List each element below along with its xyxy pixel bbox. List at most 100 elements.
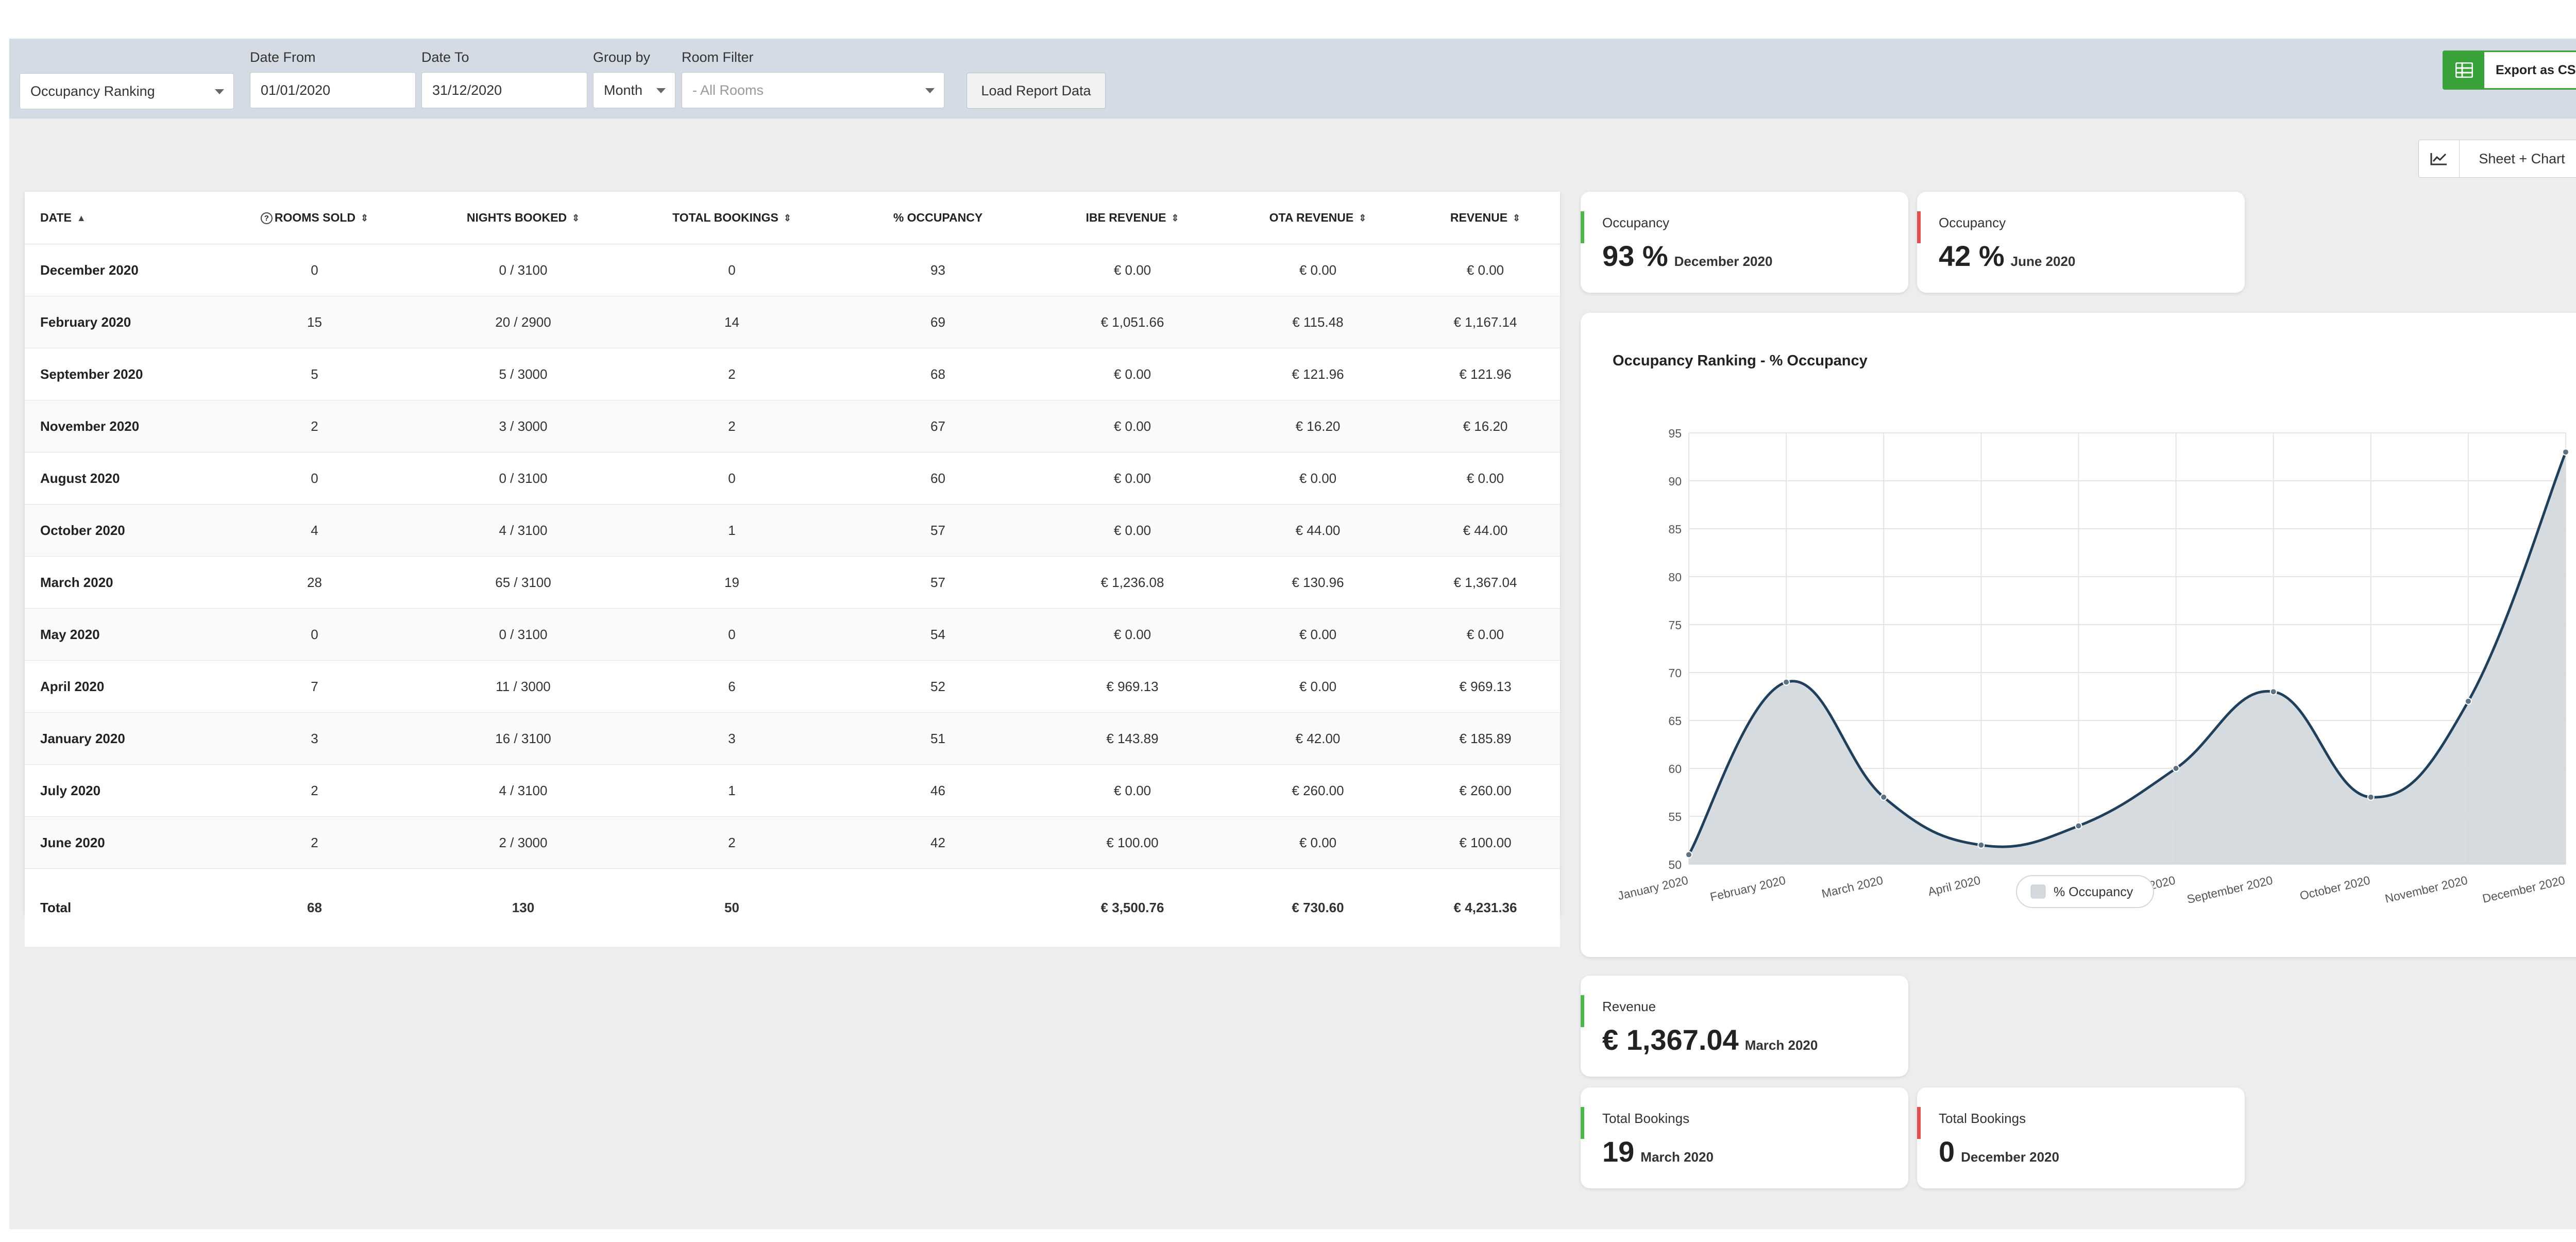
col-header-ibe-revenue[interactable]: IBE REVENUE ⇕ bbox=[1040, 192, 1225, 244]
col-header-total-bookings[interactable]: TOTAL BOOKINGS ⇕ bbox=[628, 192, 836, 244]
y-tick-label: 65 bbox=[1668, 714, 1682, 728]
row-date-cell: March 2020 bbox=[25, 556, 210, 609]
table-cell: € 44.00 bbox=[1411, 504, 1560, 557]
stat-value-line: 0 December 2020 bbox=[1939, 1135, 2059, 1168]
table-cell: 16 / 3100 bbox=[419, 712, 628, 765]
legend-pill[interactable] bbox=[2016, 875, 2154, 908]
stat-period: March 2020 bbox=[1744, 1037, 1818, 1053]
data-point[interactable] bbox=[2075, 822, 2082, 830]
table-cell: 3 bbox=[210, 712, 419, 765]
sort-icon[interactable]: ⇕ bbox=[1513, 213, 1521, 224]
table-cell: € 0.00 bbox=[1040, 608, 1225, 661]
table-cell: 60 bbox=[836, 452, 1040, 505]
table-cell: 0 bbox=[628, 244, 836, 296]
table-row: November 2020 2 3 / 3000 2 67 € 0.00 € 16.20 € … bbox=[25, 400, 1560, 452]
occupancy-area bbox=[1689, 452, 2566, 864]
data-point[interactable] bbox=[2464, 697, 2472, 705]
table-cell: € 1,236.08 bbox=[1040, 556, 1225, 609]
table-row: March 2020 28 65 / 3100 19 57 € 1,236.08 € 130… bbox=[25, 556, 1560, 609]
y-tick-label: 80 bbox=[1668, 570, 1682, 584]
view-mode-label[interactable]: Sheet + Chart bbox=[2479, 150, 2565, 166]
data-point[interactable] bbox=[1880, 793, 1888, 801]
col-header-nights-booked[interactable]: NIGHTS BOOKED ⇕ bbox=[419, 192, 628, 244]
group-by-value: Month bbox=[604, 82, 643, 98]
sort-icon[interactable]: ▲︎ bbox=[76, 213, 86, 224]
stat-accent-bar bbox=[1581, 211, 1584, 243]
view-switcher[interactable]: Sheet + Chart bbox=[2418, 140, 2576, 178]
sort-icon[interactable]: ⇕ bbox=[1359, 213, 1367, 224]
data-point[interactable] bbox=[1977, 841, 1985, 849]
sort-icon[interactable]: ⇕ bbox=[783, 213, 791, 224]
y-axis-ticks: 50 55 60 65 70 75 80 85 90 95 bbox=[1668, 427, 1682, 871]
table-cell: € 121.96 bbox=[1225, 348, 1411, 400]
stat-value-line: 93 % December 2020 bbox=[1602, 239, 1772, 273]
table-cell: € 143.89 bbox=[1040, 712, 1225, 765]
stat-period: June 2020 bbox=[2010, 254, 2076, 269]
data-point[interactable] bbox=[1783, 678, 1790, 686]
col-header-revenue[interactable]: REVENUE ⇕ bbox=[1411, 192, 1560, 244]
table-cell: 65 / 3100 bbox=[419, 556, 628, 609]
room-filter-placeholder: - All Rooms bbox=[692, 82, 764, 98]
row-date-cell: June 2020 bbox=[25, 816, 210, 869]
table-cell: € 969.13 bbox=[1411, 660, 1560, 713]
date-to-input[interactable]: 31/12/2020 bbox=[421, 72, 587, 108]
report-type-select[interactable]: Occupancy Ranking bbox=[20, 73, 234, 109]
stat-value-line: € 1,367.04 March 2020 bbox=[1602, 1023, 1818, 1056]
report-table: DATE ▲︎ ? ROOMS SOLD ⇕ NIGHTS BOOKED ⇕ TOTAL… bbox=[25, 192, 1560, 947]
row-date-cell: September 2020 bbox=[25, 348, 210, 400]
stat-title: Occupancy bbox=[1602, 215, 1670, 230]
y-tick-label: 90 bbox=[1668, 475, 1682, 488]
date-from-label: Date From bbox=[250, 49, 316, 65]
data-point[interactable] bbox=[2269, 688, 2277, 696]
col-header-ota-revenue[interactable]: OTA REVENUE ⇕ bbox=[1225, 192, 1411, 244]
col-header-label: ROOMS SOLD bbox=[274, 211, 356, 224]
table-cell: € 0.00 bbox=[1040, 764, 1225, 817]
legend-label: % Occupancy bbox=[2054, 885, 2133, 899]
room-filter-select[interactable]: - All Rooms bbox=[682, 72, 944, 108]
sort-icon[interactable]: ⇕ bbox=[572, 213, 580, 224]
table-cell: 4 / 3100 bbox=[419, 764, 628, 817]
table-cell: € 16.20 bbox=[1225, 400, 1411, 452]
table-cell: 2 bbox=[628, 816, 836, 869]
export-csv-button[interactable]: Export as CSV bbox=[2443, 51, 2576, 90]
chart-legend[interactable]: % Occupancy bbox=[2016, 875, 2154, 908]
table-cell: € 16.20 bbox=[1411, 400, 1560, 452]
table-cell: € 0.00 bbox=[1225, 244, 1411, 296]
group-by-select[interactable]: Month bbox=[593, 72, 675, 108]
x-tick-label: February 2020 bbox=[1709, 874, 1787, 904]
table-cell: 2 / 3000 bbox=[419, 816, 628, 869]
table-cell: 46 bbox=[836, 764, 1040, 817]
load-report-button[interactable]: Load Report Data bbox=[967, 73, 1106, 109]
sort-icon[interactable]: ⇕ bbox=[361, 213, 369, 224]
table-cell: € 100.00 bbox=[1040, 816, 1225, 869]
x-tick-label: November 2020 bbox=[2384, 874, 2469, 905]
total-cell: 130 bbox=[419, 868, 628, 947]
data-point[interactable] bbox=[2367, 793, 2375, 801]
stat-value: 93 % bbox=[1602, 240, 1668, 272]
x-tick-label: December 2020 bbox=[2481, 874, 2566, 905]
table-cell: 4 / 3100 bbox=[419, 504, 628, 557]
table-cell: 2 bbox=[210, 400, 419, 452]
y-tick-label: 70 bbox=[1668, 666, 1682, 680]
table-cell: € 1,367.04 bbox=[1411, 556, 1560, 609]
table-cell: 0 bbox=[210, 452, 419, 505]
line-chart-icon[interactable] bbox=[2419, 140, 2460, 177]
col-header-label: NIGHTS BOOKED bbox=[466, 211, 567, 224]
table-cell: 7 bbox=[210, 660, 419, 713]
table-cell: 3 bbox=[628, 712, 836, 765]
data-point[interactable] bbox=[2562, 448, 2569, 456]
table-cell: € 185.89 bbox=[1411, 712, 1560, 765]
help-icon[interactable]: ? bbox=[260, 212, 273, 225]
stat-accent-bar bbox=[1581, 1107, 1584, 1139]
col-header-date[interactable]: DATE ▲︎ bbox=[25, 192, 210, 244]
date-from-input[interactable]: 01/01/2020 bbox=[250, 72, 416, 108]
table-row: February 2020 15 20 / 2900 14 69 € 1,051.66 € … bbox=[25, 296, 1560, 348]
col-header-label: IBE REVENUE bbox=[1086, 211, 1166, 224]
table-row: January 2020 3 16 / 3100 3 51 € 143.89 € 42.00… bbox=[25, 712, 1560, 765]
sort-icon[interactable]: ⇕ bbox=[1171, 213, 1179, 224]
data-point[interactable] bbox=[1685, 851, 1692, 859]
col-header-rooms-sold[interactable]: ? ROOMS SOLD ⇕ bbox=[210, 192, 419, 244]
row-date-cell: January 2020 bbox=[25, 712, 210, 765]
data-point[interactable] bbox=[2172, 765, 2180, 772]
table-row: June 2020 2 2 / 3000 2 42 € 100.00 € 0.00 € 100… bbox=[25, 816, 1560, 869]
